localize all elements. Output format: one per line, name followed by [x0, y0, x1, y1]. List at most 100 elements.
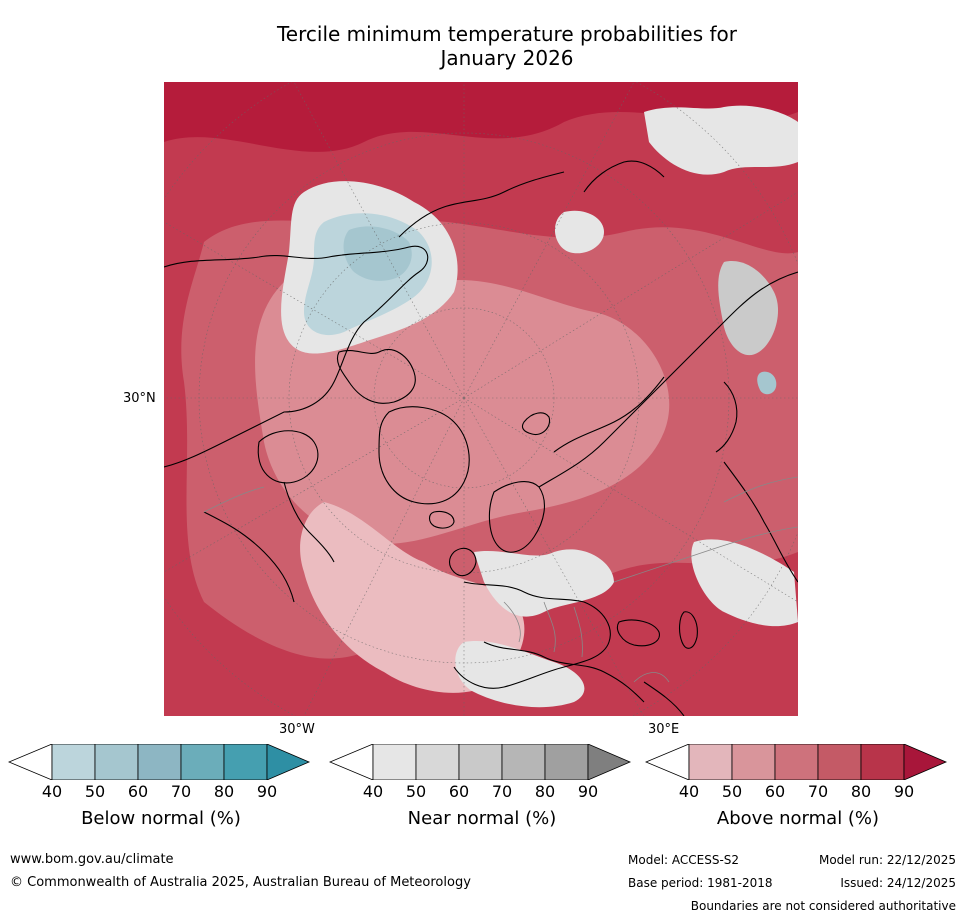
colorbar-below-normal: [8, 744, 311, 780]
colorbar-above-normal: [645, 744, 948, 780]
colorbar-below-normal-segment: [51, 744, 96, 780]
colorbar-below-normal-low-extension: [8, 744, 53, 780]
model-text: Model: ACCESS-S2: [628, 853, 740, 867]
colorbar-near-normal-segment: [415, 744, 460, 780]
colorbar-near-normal-segment: [501, 744, 546, 780]
below-normal-asia-spot: [757, 371, 777, 395]
coast-caspian: [679, 611, 698, 649]
colorbar-near-normal-tick: 70: [491, 782, 513, 801]
colorbar-near-normal-tick: 80: [534, 782, 556, 801]
near-normal-east-asia: [691, 539, 798, 627]
colorbar-above-normal-label: Above normal (%): [716, 808, 880, 829]
colorbar-near-normal-segment: [372, 744, 417, 780]
colorbar-above-normal-tick: 90: [893, 782, 915, 801]
colorbar-above-normal-ticks: 40 50 60 70 80 90: [645, 782, 951, 802]
coast-arabia: [643, 681, 685, 716]
border-russia-kazakhstan: [613, 526, 798, 583]
border-china-mongolia: [723, 476, 798, 503]
colorbar-above-normal-tick: 80: [850, 782, 872, 801]
colorbar-near-normal-tick: 60: [448, 782, 470, 801]
colorbar-below-normal-tick: 50: [84, 782, 106, 801]
probability-map: [164, 82, 798, 716]
colorbar-near-normal-segment: [544, 744, 589, 780]
colorbar-below-normal-tick: 70: [170, 782, 192, 801]
meridian-30e: [463, 397, 645, 716]
longitude-label-30w: 30°W: [279, 722, 315, 737]
near-normal-russia: [554, 210, 604, 254]
colorbar-above-normal-segment: [817, 744, 862, 780]
coast-russian-arctic: [553, 376, 665, 453]
colorbar-above-normal-segment: [731, 744, 776, 780]
colorbar-above-normal-tick: 40: [678, 782, 700, 801]
coast-british-isles: [448, 547, 477, 577]
near-normal-siberia-east: [644, 105, 798, 175]
coast-novaya-zemlya: [521, 412, 551, 436]
colorbar-near-normal-tick: 50: [405, 782, 427, 801]
colorbar-above-normal-tick: 50: [721, 782, 743, 801]
colorbar-below-normal-segment: [94, 744, 139, 780]
meridian-30w: [303, 397, 465, 716]
graticule: [164, 82, 798, 716]
coast-greenland: [378, 406, 470, 505]
coast-canadian-archipelago: [336, 349, 416, 404]
coast-scandinavia: [488, 481, 545, 553]
near-normal-mediterranean: [455, 641, 585, 708]
coast-east-us: [203, 511, 295, 603]
colorbar-above-normal-segment: [688, 744, 733, 780]
border-us-canada: [203, 486, 265, 513]
coast-north-america: [164, 245, 429, 468]
colorbar-above-normal-high-extension: [903, 744, 948, 780]
website-link[interactable]: www.bom.gov.au/climate: [10, 852, 174, 867]
colorbar-above-normal-low-extension: [645, 744, 690, 780]
colorbar-above-normal-tick: 70: [807, 782, 829, 801]
colorbar-below-normal-high-extension: [266, 744, 311, 780]
copyright-text: © Commonwealth of Australia 2025, Austra…: [10, 875, 471, 890]
coast-black-sea: [616, 619, 660, 647]
base-period-text: Base period: 1981-2018: [628, 876, 773, 890]
colorbar-near-normal: [329, 744, 632, 780]
parallel-70n: [373, 307, 555, 489]
border-middle-east: [633, 672, 670, 683]
below-normal-alaska-core: [343, 226, 412, 281]
colorbar-near-normal-label: Near normal (%): [407, 808, 557, 829]
colorbar-below-normal-segment: [223, 744, 268, 780]
near-normal-asia: [718, 261, 779, 356]
longitude-label-30e: 30°E: [648, 722, 680, 737]
coast-iceland: [428, 510, 455, 529]
meridian-60w: [164, 397, 465, 573]
colorbar-below-normal-ticks: 40 50 60 70 80 90: [8, 782, 314, 802]
colorbar-near-normal-tick: 90: [577, 782, 599, 801]
country-borders: [203, 476, 798, 683]
coast-mediterranean: [483, 641, 645, 703]
border-europe-1: [503, 601, 521, 643]
colorbar-above-normal-segment: [860, 744, 905, 780]
coast-siberia: [538, 271, 798, 488]
colorbar-above-normal-tick: 60: [764, 782, 786, 801]
chart-title: Tercile minimum temperature probabilitie…: [257, 22, 757, 70]
parallel-60n: [288, 222, 640, 574]
colorbar-below-normal-tick: 40: [41, 782, 63, 801]
colorbar-near-normal-segment: [458, 744, 503, 780]
border-europe-3: [573, 606, 583, 658]
disclaimer-text: Boundaries are not considered authoritat…: [690, 899, 956, 913]
colorbar-below-normal-tick: 90: [256, 782, 278, 801]
colorbar-below-normal-tick: 80: [213, 782, 235, 801]
colorbar-near-normal-high-extension: [587, 744, 632, 780]
meridian-60e: [463, 397, 798, 603]
model-run-text: Model run: 22/12/2025: [818, 853, 956, 867]
colorbar-below-normal-tick: 60: [127, 782, 149, 801]
coast-europe: [453, 581, 611, 689]
coastlines: [164, 160, 798, 716]
title-line-2: January 2026: [440, 46, 574, 70]
coast-hudson-bay: [257, 430, 319, 484]
coast-alaska-bering: [398, 171, 565, 238]
near-normal-europe: [474, 549, 614, 617]
colorbar-near-normal-tick: 40: [362, 782, 384, 801]
coast-kamchatka: [583, 160, 665, 193]
title-line-1: Tercile minimum temperature probabilitie…: [276, 22, 738, 46]
colorbar-near-normal-low-extension: [329, 744, 374, 780]
coast-labrador: [283, 481, 335, 563]
colorbar-above-normal-segment: [774, 744, 819, 780]
latitude-label-30n: 30°N: [123, 391, 156, 406]
colorbar-near-normal-ticks: 40 50 60 70 80 90: [329, 782, 635, 802]
